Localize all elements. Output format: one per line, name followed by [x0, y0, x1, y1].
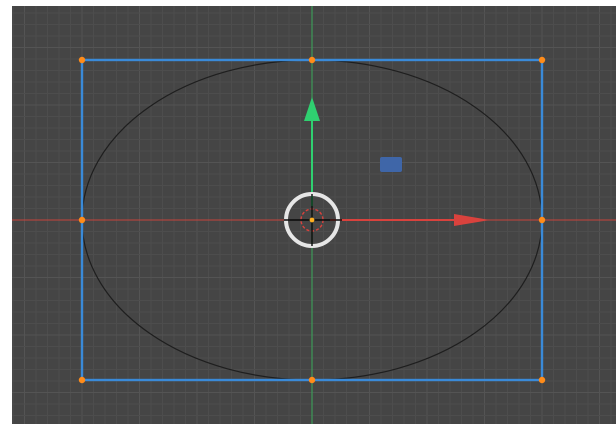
move-x-arrow-icon[interactable] [454, 214, 490, 226]
grid [12, 6, 616, 424]
move-y-arrow-icon[interactable] [304, 97, 320, 121]
handle-middle-right[interactable] [538, 216, 546, 224]
pivot-center-dot[interactable] [309, 217, 315, 223]
handle-bottom-left[interactable] [78, 376, 86, 384]
scene-svg[interactable] [12, 6, 616, 424]
handle-middle-left[interactable] [78, 216, 86, 224]
handle-bottom-right[interactable] [538, 376, 546, 384]
handle-bottom-center[interactable] [308, 376, 316, 384]
handle-top-right[interactable] [538, 56, 546, 64]
handle-top-left[interactable] [78, 56, 86, 64]
viewport-background [12, 6, 616, 424]
plane-move-handle-icon[interactable] [380, 157, 402, 172]
handle-top-center[interactable] [308, 56, 316, 64]
selection-handles [78, 56, 546, 384]
canvas-viewport[interactable] [12, 6, 616, 424]
move-gizmo[interactable] [284, 97, 490, 248]
